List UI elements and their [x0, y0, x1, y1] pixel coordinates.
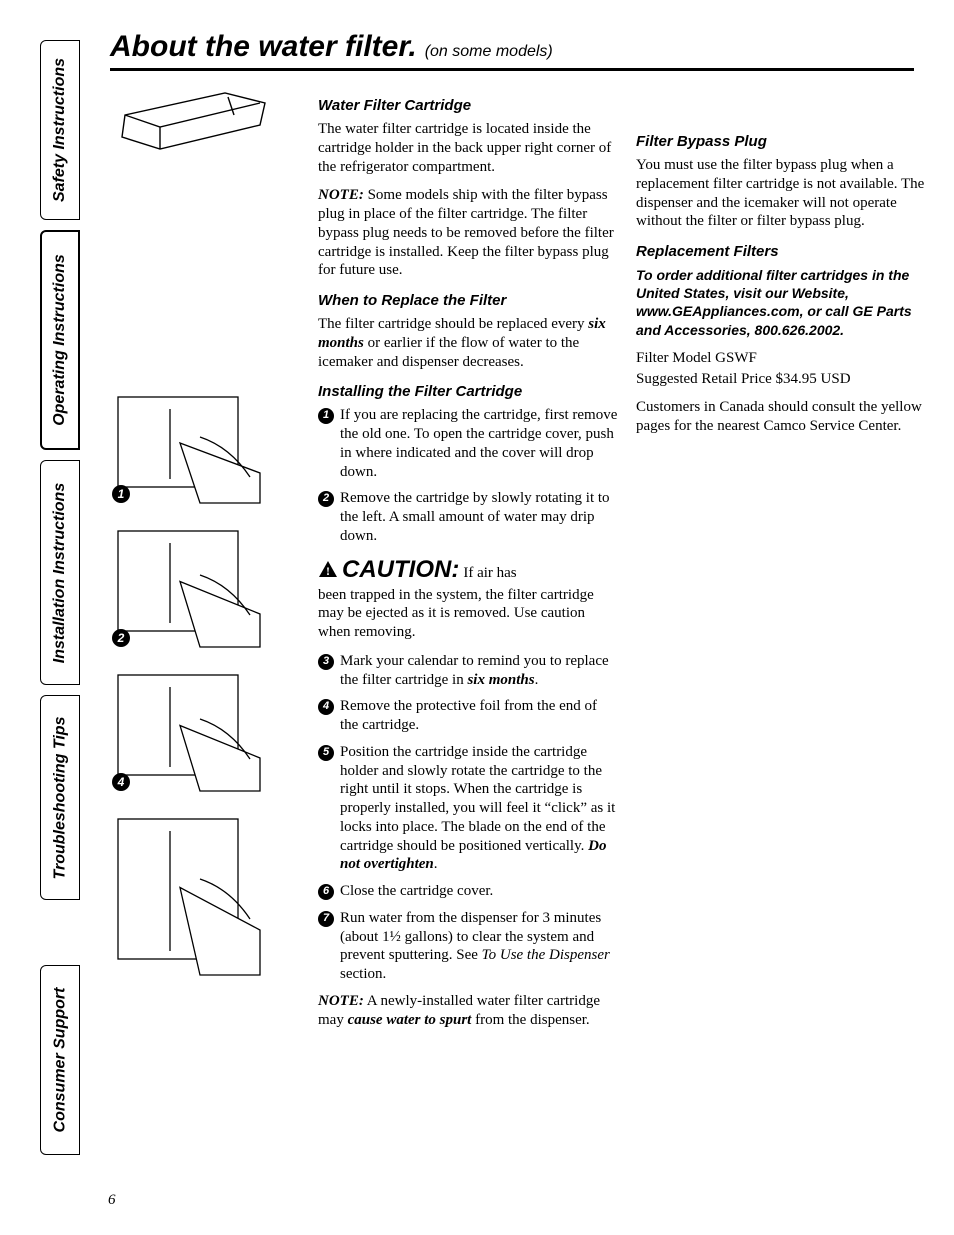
- step-text: Run water from the dispenser for 3 minut…: [340, 909, 618, 984]
- cartridge-note: NOTE: Some models ship with the filter b…: [318, 186, 618, 280]
- title-sub: (on some models): [425, 43, 553, 60]
- side-tab-label: Safety Instructions: [51, 58, 69, 202]
- order-blurb: To order additional filter cartridges in…: [636, 266, 926, 339]
- install-step: 4 Remove the protective foil from the end…: [318, 697, 618, 735]
- page-number: 6: [108, 1192, 116, 1209]
- install-step: 6 Close the cartridge cover.: [318, 882, 618, 901]
- side-tab-rail: Safety Instructions Operating Instruction…: [40, 40, 80, 1195]
- install-diagram: [110, 811, 300, 981]
- install-diagram: 2: [110, 523, 300, 653]
- heading-replacement: Replacement Filters: [636, 243, 926, 260]
- step-text: Mark your calendar to remind you to repl…: [340, 652, 618, 690]
- caution-lead: If air has: [463, 565, 516, 581]
- step-badge-icon: 6: [318, 884, 334, 900]
- side-tab-label: Consumer Support: [51, 988, 69, 1133]
- side-tab-label: Operating Instructions: [51, 254, 69, 426]
- install-diagram: 1: [110, 389, 300, 509]
- step-badge-icon: 1: [318, 408, 334, 424]
- install-step: 1 If you are replacing the cartridge, fir…: [318, 406, 618, 481]
- title-main: About the water filter.: [110, 30, 417, 63]
- cartridge-body: The water filter cartridge is located in…: [318, 120, 618, 176]
- svg-text:!: !: [326, 564, 330, 578]
- diagram-step-badge-icon: 2: [112, 629, 130, 647]
- caution-body-rest: been trapped in the system, the filter c…: [318, 586, 618, 642]
- install-step: 2 Remove the cartridge by slowly rotating…: [318, 489, 618, 545]
- page-title: About the water filter. (on some models): [110, 30, 914, 71]
- step-badge-icon: 5: [318, 745, 334, 761]
- heading-install: Installing the Filter Cartridge: [318, 383, 618, 400]
- side-tab[interactable]: Installation Instructions: [40, 460, 80, 685]
- diagram-step-badge-icon: 4: [112, 773, 130, 791]
- step-text: Remove the cartridge by slowly rotating …: [340, 489, 618, 545]
- side-tab[interactable]: Operating Instructions: [40, 230, 80, 450]
- step-badge-icon: 3: [318, 654, 334, 670]
- side-tab[interactable]: Consumer Support: [40, 965, 80, 1155]
- heading-cartridge: Water Filter Cartridge: [318, 97, 618, 114]
- canada-note: Customers in Canada should consult the y…: [636, 398, 926, 436]
- install-step: 5 Position the cartridge inside the cartr…: [318, 743, 618, 874]
- when-body: The filter cartridge should be replaced …: [318, 315, 618, 371]
- caution-block: ! CAUTION: If air has: [318, 556, 618, 584]
- step-text: If you are replacing the cartridge, firs…: [340, 406, 618, 481]
- warning-icon: !: [318, 560, 338, 578]
- heading-when: When to Replace the Filter: [318, 292, 618, 309]
- filter-price: Suggested Retail Price $34.95 USD: [636, 370, 926, 389]
- install-step: 7 Run water from the dispenser for 3 minu…: [318, 909, 618, 984]
- install-step: 3 Mark your calendar to remind you to rep…: [318, 652, 618, 690]
- filter-model: Filter Model GSWF: [636, 349, 926, 368]
- install-diagram: 4: [110, 667, 300, 797]
- side-tab[interactable]: Troubleshooting Tips: [40, 695, 80, 900]
- illustration-column: 1 2 4: [110, 85, 300, 1039]
- caution-word: CAUTION:: [342, 556, 459, 583]
- step-badge-icon: 2: [318, 491, 334, 507]
- step-badge-icon: 4: [318, 699, 334, 715]
- right-text-column: Filter Bypass Plug You must use the filt…: [636, 85, 926, 1039]
- step-text: Close the cartridge cover.: [340, 882, 618, 901]
- filter-cartridge-illustration: [110, 85, 300, 165]
- side-tab[interactable]: Safety Instructions: [40, 40, 80, 220]
- note-label: NOTE:: [318, 187, 364, 203]
- step-text: Position the cartridge inside the cartri…: [340, 743, 618, 874]
- step-badge-icon: 7: [318, 911, 334, 927]
- step-text: Remove the protective foil from the end …: [340, 697, 618, 735]
- main-text-column: Water Filter Cartridge The water filter …: [318, 85, 618, 1039]
- heading-bypass: Filter Bypass Plug: [636, 133, 926, 150]
- side-tab-label: Troubleshooting Tips: [51, 716, 69, 879]
- diagram-step-badge-icon: 1: [112, 485, 130, 503]
- bypass-body: You must use the filter bypass plug when…: [636, 156, 926, 231]
- install-note2: NOTE: A newly-installed water filter car…: [318, 992, 618, 1030]
- side-tab-label: Installation Instructions: [51, 482, 69, 662]
